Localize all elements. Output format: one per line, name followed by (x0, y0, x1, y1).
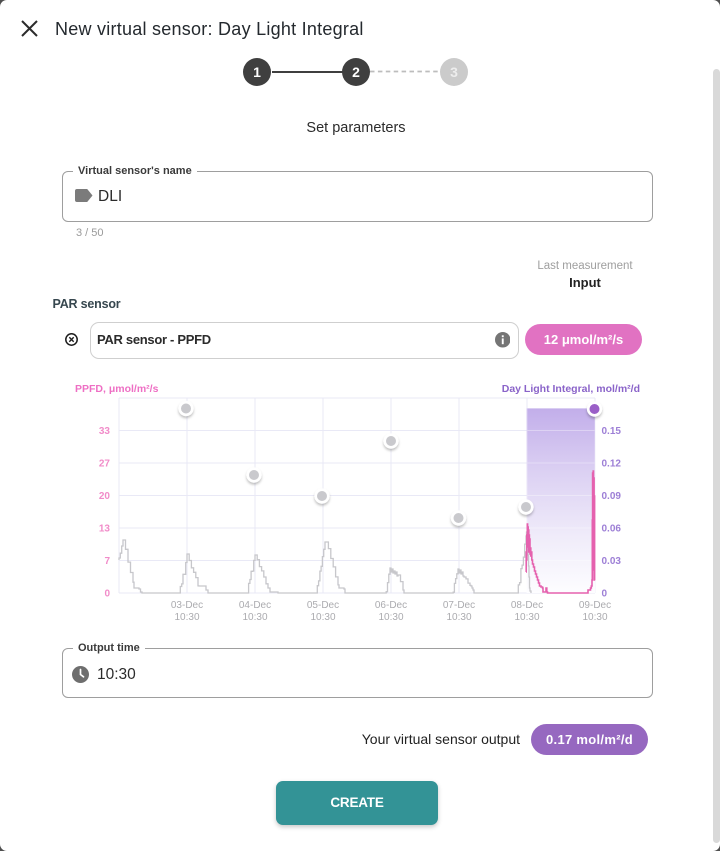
svg-text:33: 33 (99, 426, 111, 437)
svg-text:10:30: 10:30 (174, 612, 199, 623)
svg-text:0: 0 (104, 589, 110, 600)
svg-text:7: 7 (104, 556, 110, 567)
svg-text:10:30: 10:30 (310, 612, 335, 623)
svg-text:0.15: 0.15 (602, 426, 622, 437)
svg-text:10:30: 10:30 (446, 612, 471, 623)
svg-text:10:30: 10:30 (514, 612, 539, 623)
svg-text:08-Dec: 08-Dec (511, 600, 543, 611)
svg-text:20: 20 (99, 491, 111, 502)
svg-text:13: 13 (99, 524, 111, 535)
svg-text:07-Dec: 07-Dec (443, 600, 475, 611)
svg-text:0.09: 0.09 (602, 491, 622, 502)
svg-text:04-Dec: 04-Dec (239, 600, 271, 611)
svg-text:10:30: 10:30 (582, 612, 607, 623)
svg-text:0.06: 0.06 (602, 524, 622, 535)
svg-text:0.12: 0.12 (602, 459, 622, 470)
svg-text:03-Dec: 03-Dec (171, 600, 203, 611)
svg-text:0: 0 (602, 589, 608, 600)
svg-text:10:30: 10:30 (378, 612, 403, 623)
svg-text:09-Dec: 09-Dec (579, 600, 611, 611)
svg-text:27: 27 (99, 459, 111, 470)
svg-text:0.03: 0.03 (602, 556, 622, 567)
svg-text:06-Dec: 06-Dec (375, 600, 407, 611)
svg-text:05-Dec: 05-Dec (307, 600, 339, 611)
svg-text:10:30: 10:30 (242, 612, 267, 623)
